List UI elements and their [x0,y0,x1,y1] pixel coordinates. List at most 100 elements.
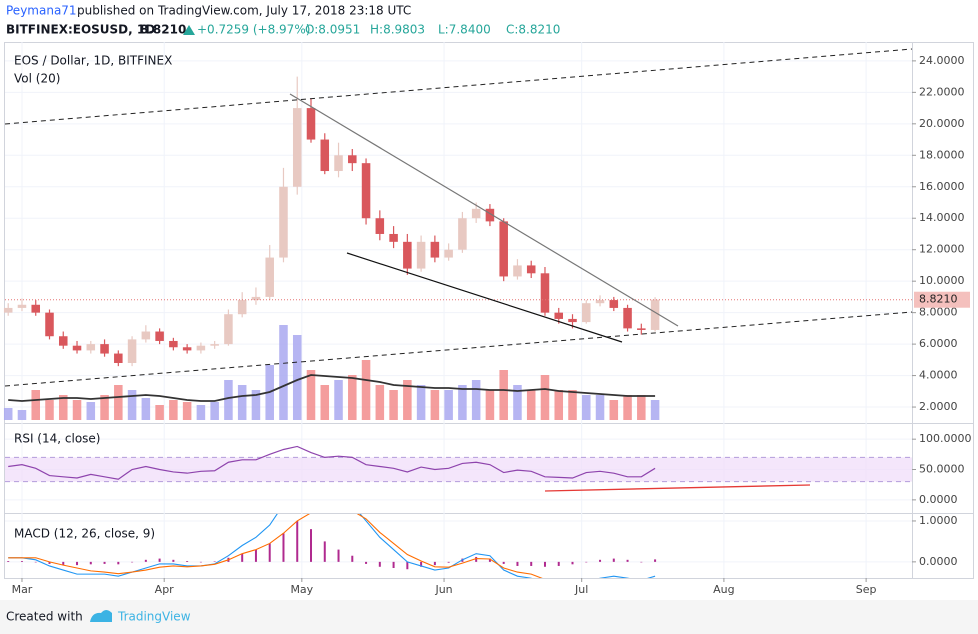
volume-bar [513,385,522,420]
main-title: EOS / Dollar, 1D, BITFINEX [14,54,172,68]
macd-histogram [626,559,629,562]
candle-body [485,208,495,222]
candle-body [196,345,206,351]
volume-bar [609,400,619,420]
volume-bar [526,390,536,420]
macd-histogram [365,561,368,564]
volume-bar [196,405,206,420]
rsi-title: RSI (14, close) [14,432,100,446]
candle-body [237,300,247,315]
y-tick-label: 16.0000 [919,180,965,193]
y-tick-label: 8.0000 [919,306,958,319]
y-tick-label: 0.0000 [919,493,958,506]
y-tick-label: 50.0000 [919,463,965,476]
volume-bar [485,390,495,420]
macd-histogram [516,561,519,566]
rsi-line [8,445,656,480]
volume-bar [127,390,137,420]
candle-body [320,139,330,172]
y-tick-label: 24.0000 [919,54,965,67]
volume-bar [3,408,13,420]
candle-body [100,344,109,354]
volume-bar [416,385,426,420]
candle-body [169,340,178,348]
candle-body [114,353,123,363]
candle-body [416,241,426,269]
last-price-box [914,291,970,308]
macd-histogram [254,549,257,562]
y-tick-label: 20.0000 [919,117,965,130]
macd-histogram [117,561,120,565]
macd-histogram [351,555,354,562]
candle-body [334,155,343,172]
candle-body [637,328,646,330]
macd-histogram [144,559,147,562]
macd-histogram [420,561,423,567]
candle-body [141,331,151,340]
author[interactable]: Peymana71 [6,4,77,18]
volume-bar [499,370,508,420]
volume-bar [361,360,371,420]
volume-bar [251,390,261,420]
macd-histogram [172,559,175,562]
macd-histogram [557,561,560,566]
macd-histogram [34,561,37,563]
candle-body [609,300,619,308]
candle-body [389,233,398,242]
volume-bar [375,385,385,420]
macd-histogram [158,558,161,562]
macd-histogram [475,556,478,562]
macd-histogram [48,561,51,564]
rsi-band [5,457,912,482]
y-tick-label: 6.0000 [919,337,958,350]
macd-histogram [640,561,643,563]
candle-body [3,307,13,313]
x-tick-label: Sep [856,583,877,596]
y-tick-label: 14.0000 [919,211,965,224]
candle-body [265,257,274,297]
candle-body [623,307,632,329]
macd-histogram [406,561,409,570]
candle-body [182,347,192,351]
footer-brand[interactable]: TradingView [117,610,191,624]
volume-bar [58,395,68,420]
macd-histogram [571,561,574,565]
candle-body [86,344,96,351]
volume-bar [444,390,453,420]
volume-bar [210,402,219,420]
footer [0,600,978,634]
candle-body [430,241,440,258]
volume-bar [637,395,646,420]
macd-histogram [213,561,216,562]
macd-histogram [20,561,23,562]
last-price: 8.8210 [140,23,186,37]
volume-bar [292,335,302,420]
wedge-lower [346,252,623,343]
macd-histogram [337,549,340,562]
candle-body [306,108,316,140]
volume-bar [17,410,27,420]
macd-histogram [282,533,285,562]
candle-body [499,221,508,277]
candle-body [31,304,41,313]
volume-bar [568,390,577,420]
macd-histogram [530,561,533,566]
brand-logo[interactable] [90,610,112,622]
candle-body [554,312,564,319]
candle-body [444,249,453,258]
macd-histogram [488,558,491,562]
last-price-label: 8.8210 [919,293,958,306]
volume-bar [114,385,123,420]
volume-bar [306,370,316,420]
y-tick-label: 10.0000 [919,274,965,287]
candle-body [471,208,481,219]
volume-bar [169,400,178,420]
macd-histogram [296,520,299,562]
volume-bar [334,380,343,420]
volume-bar [458,385,467,420]
macd-line [8,514,543,578]
candle-body [45,312,54,337]
rsi-trendline [544,484,811,492]
macd-histogram [654,559,657,562]
macd-histogram [131,561,134,563]
